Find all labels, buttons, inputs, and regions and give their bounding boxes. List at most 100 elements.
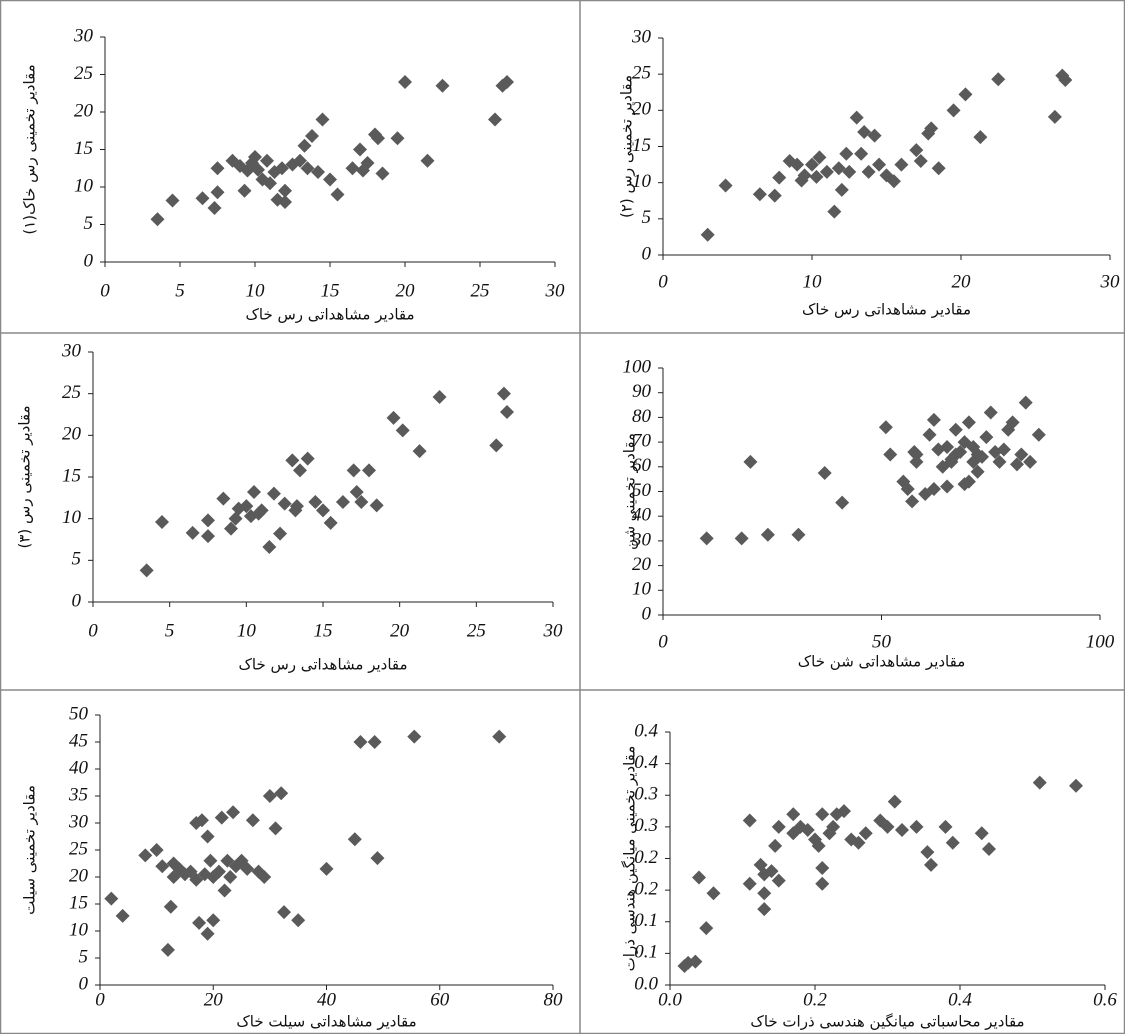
point — [316, 113, 330, 127]
point — [421, 154, 435, 168]
point — [835, 496, 849, 510]
x-tick-label: 10 — [237, 620, 257, 641]
point — [839, 147, 853, 161]
point — [1032, 428, 1046, 442]
point — [116, 909, 130, 923]
point — [238, 184, 252, 198]
y-axis-label: مقادیر تخمینی شن — [621, 433, 639, 550]
point — [203, 854, 217, 868]
point — [791, 528, 805, 542]
point — [883, 447, 897, 461]
y-tick-label: 20 — [632, 554, 652, 575]
point — [346, 161, 360, 175]
x-tick-label: 100 — [1086, 631, 1115, 652]
x-tick-label: 0.2 — [803, 989, 827, 1010]
point — [436, 79, 450, 93]
point — [267, 487, 281, 501]
y-tick-label: 90 — [632, 381, 652, 402]
x-tick-label: 0 — [88, 620, 98, 641]
y-tick-label: 10 — [69, 919, 89, 940]
x-tick-label: 0.0 — [658, 989, 682, 1010]
point — [208, 201, 222, 215]
point — [201, 529, 215, 543]
point — [500, 405, 514, 419]
x-tick-label: 20 — [952, 271, 972, 292]
y-tick-label: 35 — [68, 784, 88, 805]
point — [827, 205, 841, 219]
y-tick-label: 0 — [72, 590, 82, 611]
point — [753, 187, 767, 201]
x-axis-label: مقادیر مشاهداتی رس خاک — [245, 306, 414, 324]
point — [362, 463, 376, 477]
point — [368, 735, 382, 749]
x-tick-label: 5 — [165, 620, 175, 641]
point — [786, 807, 800, 821]
point — [331, 188, 345, 202]
point — [1033, 776, 1047, 790]
point — [743, 455, 757, 469]
x-tick-label: 10 — [803, 271, 823, 292]
point — [895, 823, 909, 837]
point — [701, 228, 715, 242]
point — [413, 444, 427, 458]
point — [370, 498, 384, 512]
y-tick-label: 30 — [61, 340, 82, 361]
point — [973, 130, 987, 144]
point — [772, 171, 786, 185]
point — [835, 183, 849, 197]
point — [700, 531, 714, 545]
point — [247, 485, 261, 499]
point — [910, 820, 924, 834]
x-tick-label: 0.4 — [948, 989, 972, 1010]
y-axis-label: مقادیر تخمینی سیلت — [21, 785, 39, 915]
point — [768, 189, 782, 203]
x-axis-label: مقادیر مشاهداتی شن خاک — [798, 653, 966, 671]
x-tick-label: 0.6 — [1093, 989, 1117, 1010]
point — [1019, 396, 1033, 410]
point — [269, 821, 283, 835]
y-tick-label: 25 — [69, 838, 88, 859]
point — [323, 173, 337, 187]
point — [982, 842, 996, 856]
y-tick-label: 5 — [79, 946, 89, 967]
point — [923, 428, 937, 442]
x-tick-label: 60 — [430, 989, 450, 1010]
point — [186, 526, 200, 540]
point — [949, 423, 963, 437]
y-axis-label: مقادیر تخمینی رس خاک(۱) — [21, 64, 39, 234]
x-tick-label: 20 — [390, 620, 410, 641]
point — [905, 494, 919, 508]
point — [927, 413, 941, 427]
y-tick-label: 0 — [642, 243, 652, 264]
x-tick-label: 50 — [872, 631, 892, 652]
y-axis-label: مقادیر تخمینی رس (۲) — [618, 75, 636, 218]
point — [757, 886, 771, 900]
point — [489, 438, 503, 452]
y-tick-label: 30 — [631, 26, 652, 47]
x-tick-label: 20 — [204, 989, 224, 1010]
point — [293, 463, 307, 477]
point — [815, 807, 829, 821]
figure: 051015202530051015202530مقادیر مشاهداتی … — [0, 0, 1125, 1034]
point — [353, 143, 367, 157]
point — [216, 492, 230, 506]
point — [278, 497, 292, 511]
point — [991, 72, 1005, 86]
y-tick-label: 100 — [623, 356, 652, 377]
y-tick-label: 30 — [73, 25, 94, 46]
point — [211, 185, 225, 199]
point — [201, 513, 215, 527]
point — [353, 735, 367, 749]
point — [201, 830, 215, 844]
y-tick-label: 20 — [74, 100, 94, 121]
point — [298, 139, 312, 153]
y-tick-label: 50 — [69, 703, 89, 724]
y-tick-label: 10 — [632, 579, 652, 600]
point — [962, 415, 976, 429]
point — [879, 420, 893, 434]
y-tick-label: 15 — [69, 892, 88, 913]
point — [815, 877, 829, 891]
y-tick-label: 40 — [69, 757, 89, 778]
x-axis-label: مقادیر مشاهداتی سیلت خاک — [236, 1013, 416, 1031]
y-tick-label: 45 — [69, 730, 88, 751]
